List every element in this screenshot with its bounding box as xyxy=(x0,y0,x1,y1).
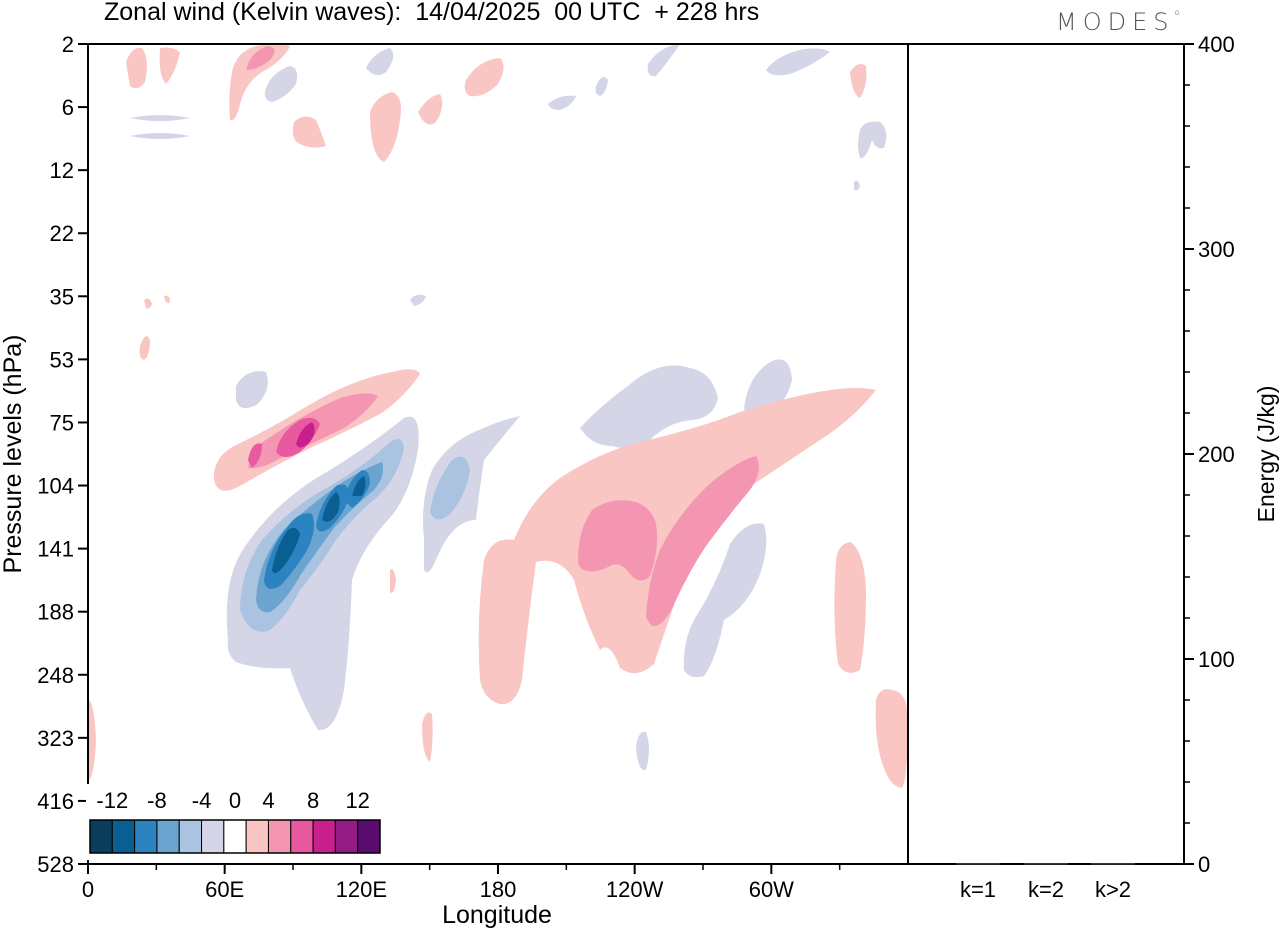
energy-tick-label: 0 xyxy=(1198,852,1210,877)
x-tick-label: 120E xyxy=(336,877,387,902)
y-tick-label: 416 xyxy=(37,789,74,814)
colorbar-label: 12 xyxy=(345,788,369,813)
y-tick-label: 528 xyxy=(37,852,74,877)
colorbar-swatch xyxy=(156,819,180,854)
x-tick-label: 60W xyxy=(749,877,794,902)
y-axis-left: 2 6 12 22 35 53 75 104 141 188 248 323 416 528 xyxy=(37,32,88,877)
y-tick-label: 35 xyxy=(50,284,74,309)
colorbar: -12 -8 -4 0 4 8 12 xyxy=(86,784,384,860)
x-tick-label: 0 xyxy=(82,877,94,902)
x-axis-label: Longitude xyxy=(442,901,552,929)
contour-neg-5 xyxy=(272,476,366,574)
y-tick-label: 12 xyxy=(50,158,74,183)
energy-bar xyxy=(1024,863,1068,865)
bar-category-label: k>2 xyxy=(1095,877,1131,902)
colorbar-swatch xyxy=(357,819,381,854)
colorbar-swatch xyxy=(89,819,113,854)
colorbar-swatch xyxy=(178,819,203,854)
y-tick-label: 75 xyxy=(50,410,74,435)
energy-tick-label: 400 xyxy=(1198,32,1235,57)
logo-text: MODES xyxy=(1056,8,1175,36)
y-axis-label: Pressure levels (hPa) xyxy=(0,335,27,574)
colorbar-label: 0 xyxy=(229,788,241,813)
colorbar-swatch xyxy=(223,819,247,854)
colorbar-border xyxy=(89,819,381,854)
heatmap-contours xyxy=(88,44,908,788)
contour-pos-upper xyxy=(126,44,867,360)
x-tick-label: 120W xyxy=(606,877,664,902)
y-tick-label: 323 xyxy=(37,726,74,751)
colorbar-swatch xyxy=(334,819,359,854)
bar-category-label: k=1 xyxy=(960,877,996,902)
bar-panel-frame xyxy=(907,43,1185,865)
energy-axis-label: Energy (J/kg) xyxy=(1253,386,1279,523)
y-tick-label: 141 xyxy=(37,537,74,562)
y-tick-label: 53 xyxy=(50,347,74,372)
colorbar-label: -8 xyxy=(147,788,167,813)
y-tick-label: 22 xyxy=(50,221,74,246)
energy-tick-label: 200 xyxy=(1198,442,1235,467)
x-tick-label: 60E xyxy=(205,877,244,902)
colorbar-swatch xyxy=(134,819,158,854)
energy-bar xyxy=(1091,863,1135,865)
energy-tick-label: 100 xyxy=(1198,647,1235,672)
bar-category-label: k=2 xyxy=(1028,877,1064,902)
contour-neg-upper xyxy=(130,44,887,306)
y-tick-label: 188 xyxy=(37,600,74,625)
y-tick-label: 104 xyxy=(37,474,74,499)
colorbar-label: 8 xyxy=(307,788,319,813)
y-tick-label: 6 xyxy=(62,95,74,120)
colorbar-swatch xyxy=(245,819,269,854)
chart-title: Zonal wind (Kelvin waves): 14/04/2025 00… xyxy=(104,0,760,26)
colorbar-label: -12 xyxy=(96,788,128,813)
y-axis-right: 0 100 200 300 400 xyxy=(1184,32,1235,877)
colorbar-label: 4 xyxy=(262,788,274,813)
colorbar-label: -4 xyxy=(192,788,212,813)
modes-logo: MODESo xyxy=(1056,8,1180,36)
colorbar-swatch xyxy=(201,819,225,854)
energy-bars: k=1 k=2 k>2 xyxy=(956,863,1135,902)
colorbar-swatch xyxy=(111,819,136,854)
y-tick-label: 248 xyxy=(37,663,74,688)
energy-tick-label: 300 xyxy=(1198,237,1235,262)
colorbar-swatch xyxy=(312,819,336,854)
x-tick-label: 180 xyxy=(480,877,517,902)
x-axis: 0 60E 120E 180 120W 60W xyxy=(82,864,841,902)
energy-bar xyxy=(956,863,1000,865)
colorbar-swatch xyxy=(290,819,314,854)
contour-pos-4 xyxy=(296,422,315,448)
colorbar-swatch xyxy=(267,819,292,854)
y-tick-label: 2 xyxy=(62,32,74,57)
